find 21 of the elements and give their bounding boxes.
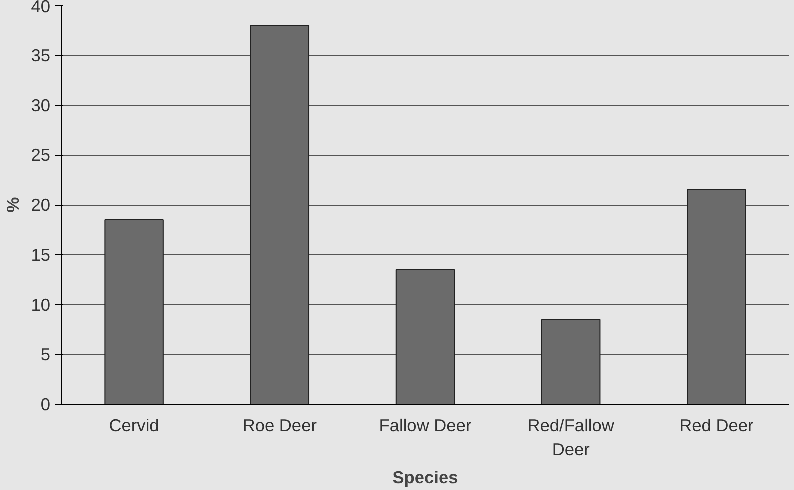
bar — [250, 24, 310, 404]
x-axis-title: Species — [392, 468, 458, 488]
x-tick-label: Roe Deer — [242, 416, 318, 436]
y-axis-title: % — [3, 197, 24, 213]
y-tick-label: 20 — [31, 195, 51, 215]
bar — [396, 269, 456, 404]
y-tick-label: 0 — [40, 394, 51, 414]
x-tick-label: Fallow Deer — [379, 416, 472, 436]
bar — [104, 219, 164, 404]
bar — [541, 319, 601, 404]
y-tick-label: 30 — [31, 95, 51, 116]
bar — [687, 190, 746, 404]
y-tick-label: 25 — [31, 145, 51, 166]
x-tick-label: Red Deer — [680, 416, 754, 436]
y-tick-label: 5 — [40, 344, 51, 365]
y-tick-label: 35 — [31, 45, 51, 66]
y-tick-label: 40 — [31, 0, 51, 16]
y-tick-label: 10 — [31, 294, 51, 315]
x-tick-label: Cervid — [109, 416, 160, 436]
x-tick-label: Red/Fallow Deer — [528, 416, 615, 460]
y-tick-label: 15 — [31, 244, 51, 265]
